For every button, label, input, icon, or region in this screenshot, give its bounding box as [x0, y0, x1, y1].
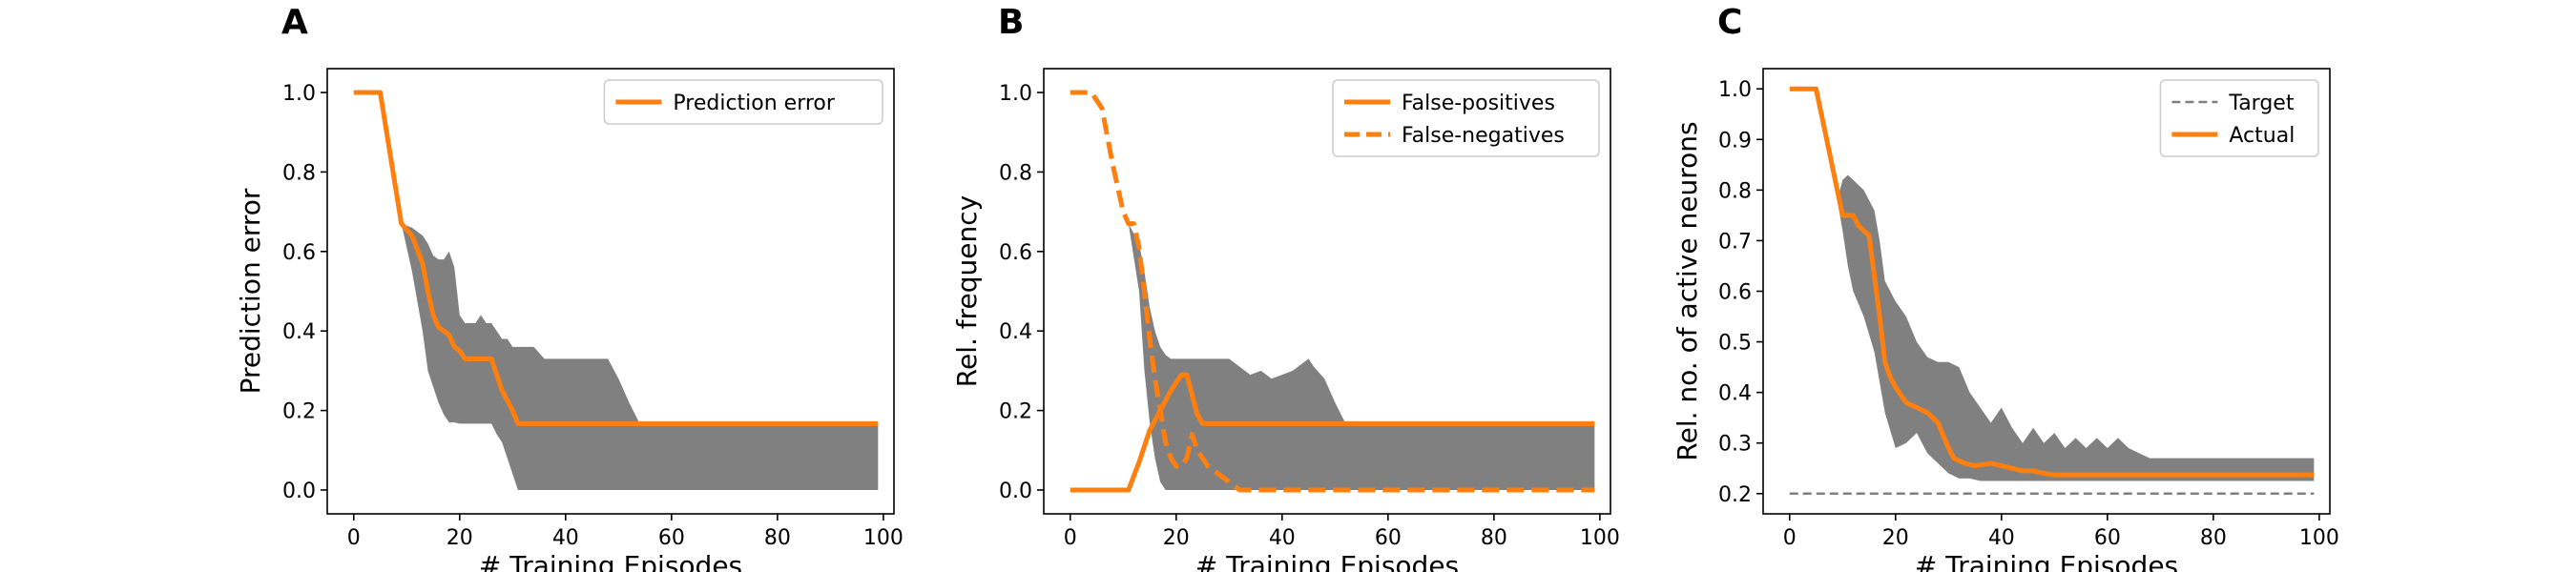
panel-letter: A — [281, 3, 308, 42]
legend: Target Actual — [2159, 79, 2319, 157]
y-tick-label: 0.5 — [1718, 332, 1752, 356]
y-tick-label: 0.9 — [1718, 129, 1752, 153]
x-tick-label: 80 — [2200, 526, 2227, 550]
y-tick-label: 0.8 — [999, 161, 1032, 185]
y-tick-label: 1.0 — [999, 82, 1032, 106]
y-tick-label: 0.4 — [282, 320, 316, 344]
y-tick-label: 0.0 — [999, 480, 1032, 503]
tick-layer: 0 20 40 60 80 100 0.2 0.3 0.4 0.5 0.6 0.7 0.8 0.9 1.0 — [1718, 78, 2339, 550]
y-tick-label: 0.7 — [1718, 230, 1752, 254]
actual-line — [1789, 86, 2315, 478]
y-tick-label: 0.2 — [282, 400, 316, 424]
y-tick-label: 1.0 — [1718, 78, 1752, 102]
y-axis-label: Rel. no. of active neurons — [1672, 121, 1703, 460]
x-tick-label: 40 — [1988, 526, 2015, 550]
x-axis-label: # Training Episodes — [1915, 550, 2178, 572]
panel-b: B 0 20 40 60 80 100 0.0 0.2 0.4 0.6 0.8 1.0 Rel. fr… — [951, 3, 1620, 572]
panel-a: A 0 20 40 60 80 100 0.0 0.2 0.4 0.6 0.8 1.0 Predict… — [235, 3, 904, 572]
plot-frame — [326, 68, 895, 515]
legend-label: Actual — [2229, 124, 2295, 148]
y-tick-label: 0.2 — [1718, 483, 1752, 507]
legend-box — [603, 79, 883, 125]
x-tick-label: 60 — [2094, 526, 2121, 550]
false-positives-line — [1070, 372, 1595, 493]
panel-letter: B — [998, 3, 1024, 42]
legend-box — [1332, 79, 1600, 157]
prediction-error-line — [353, 90, 879, 426]
panel-letter: C — [1717, 3, 1742, 42]
y-tick-label: 0.6 — [1718, 281, 1752, 305]
tick-layer: 0 20 40 60 80 100 0.0 0.2 0.4 0.6 0.8 1.0 — [999, 82, 1620, 550]
panel-c: C 0 20 40 60 80 100 0.2 0.3 0.4 0.5 0.6 0.7 0.8 0.9 1.… — [1672, 3, 2339, 572]
x-tick-label: 60 — [658, 526, 685, 550]
legend-label: False-positives — [1402, 92, 1555, 115]
x-tick-label: 100 — [863, 526, 904, 550]
x-tick-label: 100 — [2299, 526, 2339, 550]
std-band — [1128, 223, 1595, 490]
x-tick-label: 20 — [1163, 526, 1190, 550]
y-tick-label: 0.2 — [999, 400, 1032, 424]
line-layer — [353, 90, 879, 426]
legend-label: Prediction error — [673, 92, 835, 115]
y-tick-label: 0.0 — [282, 480, 316, 503]
x-tick-label: 80 — [1481, 526, 1507, 550]
legend-label: False-negatives — [1402, 124, 1565, 148]
y-tick-label: 0.6 — [282, 241, 316, 265]
y-tick-label: 0.3 — [1718, 433, 1752, 457]
legend: Prediction error — [603, 79, 883, 125]
y-tick-label: 1.0 — [282, 82, 316, 106]
x-tick-label: 0 — [1064, 526, 1077, 550]
x-tick-label: 20 — [447, 526, 473, 550]
y-tick-label: 0.6 — [999, 241, 1032, 265]
x-tick-label: 60 — [1375, 526, 1402, 550]
legend-box — [2159, 79, 2319, 157]
y-tick-label: 0.8 — [282, 161, 316, 185]
x-tick-label: 40 — [552, 526, 579, 550]
std-band — [1837, 174, 2315, 481]
legend: False-positives False-negatives — [1332, 79, 1600, 157]
x-tick-label: 0 — [1783, 526, 1797, 550]
legend-label: Target — [2228, 92, 2294, 115]
x-tick-label: 100 — [1580, 526, 1620, 550]
y-axis-label: Prediction error — [235, 188, 266, 394]
tick-layer: 0 20 40 60 80 100 0.0 0.2 0.4 0.6 0.8 1.0 — [282, 82, 904, 550]
band-layer — [1837, 174, 2315, 481]
x-axis-label: # Training Episodes — [1195, 550, 1459, 572]
y-tick-label: 0.4 — [1718, 382, 1752, 406]
x-tick-label: 40 — [1269, 526, 1296, 550]
line-layer — [1789, 86, 2315, 496]
plot-frame — [1043, 68, 1611, 515]
y-tick-label: 0.4 — [999, 320, 1032, 344]
false-negatives-line — [1070, 90, 1595, 493]
x-tick-label: 0 — [347, 526, 361, 550]
x-axis-label: # Training Episodes — [479, 550, 742, 572]
x-tick-label: 80 — [764, 526, 791, 550]
band-layer — [1128, 223, 1595, 490]
line-layer — [1070, 90, 1595, 493]
x-tick-label: 20 — [1882, 526, 1909, 550]
y-axis-label: Rel. frequency — [951, 195, 983, 387]
y-tick-label: 0.8 — [1718, 179, 1752, 203]
